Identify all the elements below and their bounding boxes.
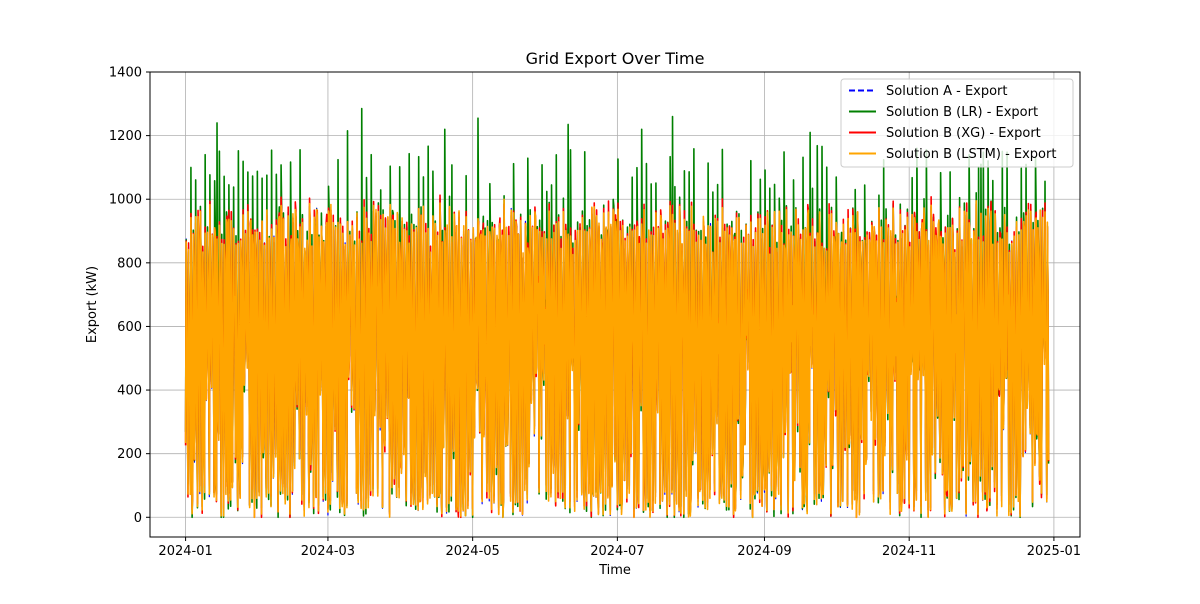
plot-frame — [149, 71, 1081, 538]
series-lines — [184, 107, 1050, 519]
legend-frame — [840, 78, 1074, 168]
series-line-3 — [184, 198, 1050, 519]
axis-ticks: 2024-01 2024-03 2024-05 2024-07 2024-09 2024-… — [109, 66, 1081, 560]
x-tick-label: 2024-01 — [158, 544, 212, 559]
legend-label: Solution B (XG) - Export — [886, 126, 1041, 141]
legend-label: Solution A - Export — [886, 84, 1008, 99]
x-tick-label: 2024-07 — [590, 544, 644, 559]
legend-label: Solution B (LR) - Export — [886, 105, 1038, 120]
y-tick-label: 1000 — [109, 193, 142, 208]
x-tick-label: 2024-03 — [301, 544, 355, 559]
legend: Solution A - Export Solution B (LR) - Exp… — [840, 78, 1074, 168]
y-tick-label: 400 — [117, 384, 142, 399]
y-tick-label: 200 — [117, 447, 142, 462]
y-axis-title: Export (kW) — [85, 266, 100, 343]
x-axis-title: Time — [598, 563, 631, 578]
legend-label: Solution B (LSTM) - Export — [886, 147, 1056, 162]
y-tick-label: 800 — [117, 256, 142, 271]
y-tick-label: 1200 — [109, 129, 142, 144]
y-tick-label: 1400 — [109, 66, 142, 81]
y-tick-label: 600 — [117, 320, 142, 335]
chart-title: Grid Export Over Time — [526, 49, 705, 68]
x-tick-label: 2024-09 — [737, 544, 791, 559]
x-tick-label: 2024-11 — [882, 544, 936, 559]
x-tick-label: 2024-05 — [445, 544, 499, 559]
y-tick-label: 0 — [134, 511, 142, 526]
x-tick-label: 2025-01 — [1027, 544, 1081, 559]
